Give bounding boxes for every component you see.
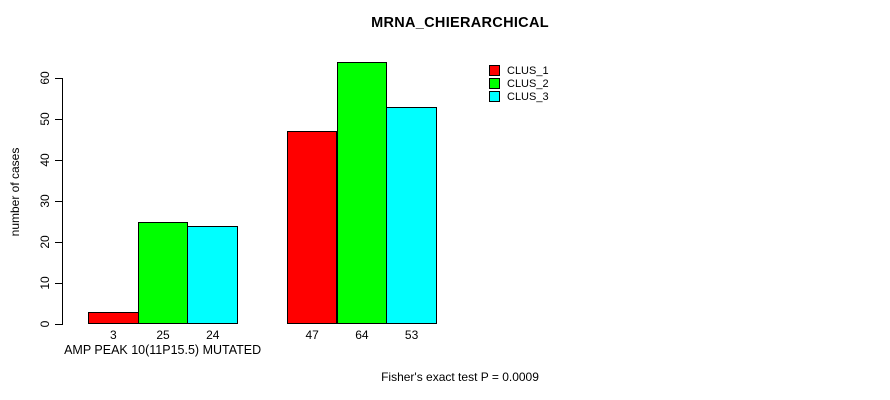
bar-clus_1-group1 [88, 312, 139, 324]
group-label: AMP PEAK 10(11P15.5) MUTATED [64, 343, 262, 357]
y-axis-tick-label-text: 60 [38, 71, 52, 85]
legend-swatch-clus_1 [489, 65, 500, 76]
bar-value-label: 47 [305, 328, 319, 342]
y-axis-tick [55, 324, 63, 325]
bar-value-label: 3 [109, 328, 117, 342]
legend-row-clus_2: CLUS_2 [489, 77, 549, 90]
legend-row-clus_3: CLUS_3 [489, 90, 549, 103]
y-axis-tick [55, 201, 63, 202]
bar-clus_3-group2 [386, 107, 437, 324]
y-axis-tick [55, 119, 63, 120]
fisher-test-annotation: Fisher's exact test P = 0.0009 [381, 370, 539, 384]
y-axis-tick-label-text: 30 [38, 194, 52, 208]
y-axis-tick [55, 283, 63, 284]
bar-clus_2-group1 [137, 222, 189, 324]
y-axis-tick [55, 78, 63, 79]
chart-title: MRNA_CHIERARCHICAL [371, 15, 549, 31]
bar-value-label: 64 [355, 328, 369, 342]
legend: CLUS_1 CLUS_2 CLUS_3 [489, 64, 549, 103]
legend-label: CLUS_1 [507, 64, 549, 77]
legend-swatch-clus_3 [489, 91, 500, 102]
y-axis-tick-label-text: 50 [38, 112, 52, 126]
legend-label: CLUS_2 [507, 77, 549, 90]
legend-row-clus_1: CLUS_1 [489, 64, 549, 77]
y-axis-tick-label-text: 20 [38, 235, 52, 249]
bar-clus_3-group1 [187, 226, 239, 324]
bar-value-label: 24 [206, 328, 220, 342]
y-axis-tick [55, 160, 63, 161]
bar-value-label: 53 [404, 328, 419, 342]
bar-clus_1-group2 [286, 131, 338, 324]
y-axis-tick-label-text: 0 [38, 320, 52, 328]
y-axis-tick-label-text: 40 [38, 153, 52, 167]
bar-value-label: 25 [156, 328, 170, 342]
y-axis-tick [55, 242, 63, 243]
bar-clus_2-group2 [336, 62, 388, 324]
legend-swatch-clus_2 [489, 78, 500, 89]
y-axis-tick-label-text: 10 [38, 276, 52, 290]
legend-label: CLUS_3 [507, 90, 549, 103]
